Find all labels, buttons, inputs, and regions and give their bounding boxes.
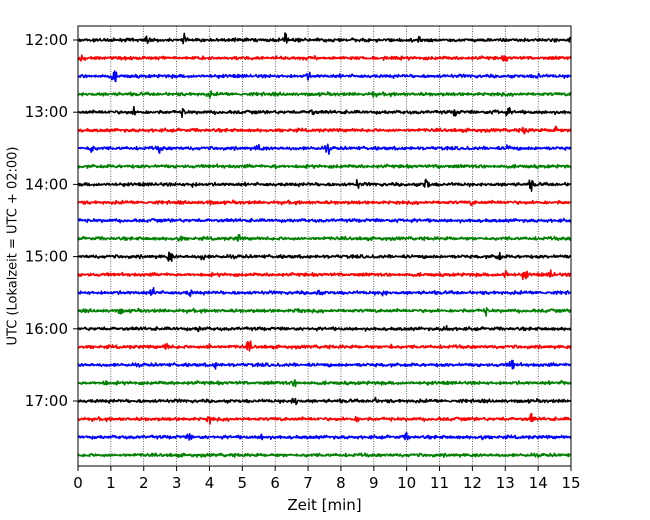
seismic-trace-16:00 xyxy=(77,324,572,333)
x-tick-label: 7 xyxy=(303,474,313,492)
seismic-trace-12:30 xyxy=(77,70,572,83)
x-tick-label: 0 xyxy=(73,474,83,492)
x-tick-label: 3 xyxy=(172,474,182,492)
y-tick-label: 14:00 xyxy=(25,175,68,193)
seismic-trace-12:15 xyxy=(77,54,572,62)
y-tick-label: 13:00 xyxy=(25,103,68,121)
x-tick-label: 15 xyxy=(561,474,580,492)
x-axis-ticks: 0 1 2 3 4 5 6 7 8 9 10 11 12 13 14 15 xyxy=(73,466,581,492)
x-tick-label: 14 xyxy=(529,474,548,492)
seismic-trace-16:45 xyxy=(77,379,572,388)
plot-frame xyxy=(77,25,572,467)
seismic-trace-17:45 xyxy=(77,452,572,459)
x-tick-label: 9 xyxy=(369,474,379,492)
seismic-trace-13:30 xyxy=(77,143,572,155)
y-tick-label: 12:00 xyxy=(25,31,68,49)
x-tick-label: 5 xyxy=(238,474,248,492)
x-axis-label: Zeit [min] xyxy=(287,496,361,514)
x-tick-label: 10 xyxy=(397,474,416,492)
seismic-trace-13:15 xyxy=(77,125,572,135)
seismic-trace-17:00 xyxy=(77,396,572,406)
seismic-trace-17:15 xyxy=(77,412,572,425)
x-tick-label: 4 xyxy=(205,474,215,492)
grid-lines xyxy=(110,26,539,466)
x-tick-label: 12 xyxy=(463,474,482,492)
seismic-trace-12:45 xyxy=(77,90,572,99)
seismic-trace-17:30 xyxy=(77,432,572,441)
seismic-trace-15:30 xyxy=(77,286,572,298)
seismic-trace-14:15 xyxy=(77,199,572,207)
x-tick-label: 2 xyxy=(139,474,149,492)
x-tick-label: 11 xyxy=(430,474,449,492)
seismic-trace-14:30 xyxy=(77,217,572,224)
y-tick-label: 17:00 xyxy=(25,392,68,410)
x-tick-label: 6 xyxy=(270,474,280,492)
seismic-trace-16:30 xyxy=(77,359,572,370)
seismic-trace-14:45 xyxy=(77,234,572,242)
seismic-trace-15:15 xyxy=(77,269,572,281)
x-tick-label: 13 xyxy=(496,474,515,492)
x-tick-label: 8 xyxy=(336,474,346,492)
y-axis-label: UTC (Lokalzeit = UTC + 02:00) xyxy=(6,147,21,346)
y-tick-label: 16:00 xyxy=(25,320,68,338)
seismic-trace-13:00 xyxy=(77,105,572,119)
seismic-trace-13:45 xyxy=(77,163,572,170)
y-axis-ticks: 12:00 13:00 14:00 15:00 16:00 17:00 xyxy=(25,31,78,410)
y-tick-label: 15:00 xyxy=(25,248,68,266)
seismic-trace-14:00 xyxy=(77,178,572,192)
seismic-trace-16:15 xyxy=(77,340,572,352)
x-tick-label: 1 xyxy=(106,474,116,492)
seismic-trace-12:00 xyxy=(77,32,572,45)
traces xyxy=(77,32,572,459)
seismic-trace-15:00 xyxy=(77,251,572,263)
seismic-trace-15:45 xyxy=(77,307,572,317)
